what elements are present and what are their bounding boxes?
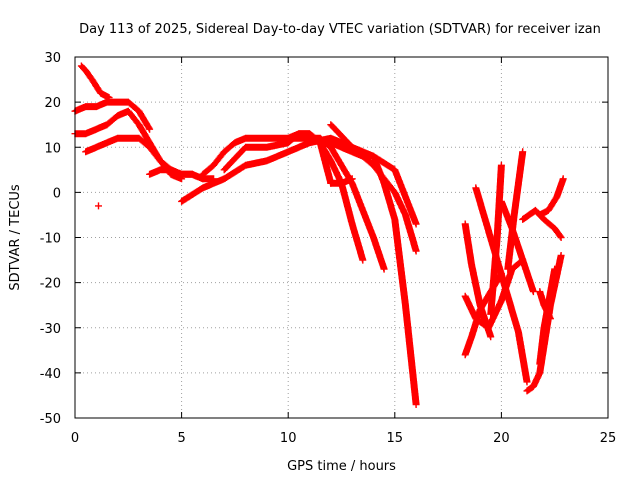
y-tick-label: 20 bbox=[44, 96, 61, 111]
series-track-18 bbox=[487, 161, 505, 318]
plot-frame bbox=[74, 56, 609, 419]
y-tick-label: -40 bbox=[40, 367, 61, 382]
x-tick-label: 5 bbox=[177, 431, 185, 446]
y-tick-label: 10 bbox=[44, 141, 61, 156]
chart-title: Day 113 of 2025, Sidereal Day-to-day VTE… bbox=[79, 22, 601, 37]
x-tick-label: 25 bbox=[600, 431, 617, 446]
x-tick-label: 0 bbox=[71, 431, 79, 446]
x-tick-label: 10 bbox=[280, 431, 297, 446]
series-track-25 bbox=[536, 175, 567, 219]
series-track-10 bbox=[306, 134, 388, 273]
y-tick-label: 0 bbox=[53, 186, 61, 201]
series-track-2 bbox=[77, 62, 113, 102]
series-track-11 bbox=[327, 121, 420, 255]
series-track-13 bbox=[95, 202, 102, 210]
series-track-20 bbox=[504, 148, 527, 273]
y-tick-label: -20 bbox=[40, 277, 61, 292]
y-tick-label: -10 bbox=[40, 232, 61, 247]
series-track-24 bbox=[536, 288, 554, 323]
series-track-12 bbox=[327, 175, 356, 187]
y-axis-title: SDTVAR / TECUs bbox=[8, 184, 23, 291]
tick-labels: 0 5 10 15 20 25 -50 -40 -30 -20 -10 0 10 20 30 bbox=[40, 51, 617, 446]
series-track-5 bbox=[146, 166, 218, 183]
y-tick-label: -50 bbox=[40, 412, 61, 427]
x-tick-label: 15 bbox=[387, 431, 404, 446]
x-axis-title: GPS time / hours bbox=[287, 459, 396, 474]
y-tick-label: 30 bbox=[44, 51, 61, 66]
x-tick-label: 20 bbox=[493, 431, 510, 446]
y-tick-label: -30 bbox=[40, 322, 61, 337]
